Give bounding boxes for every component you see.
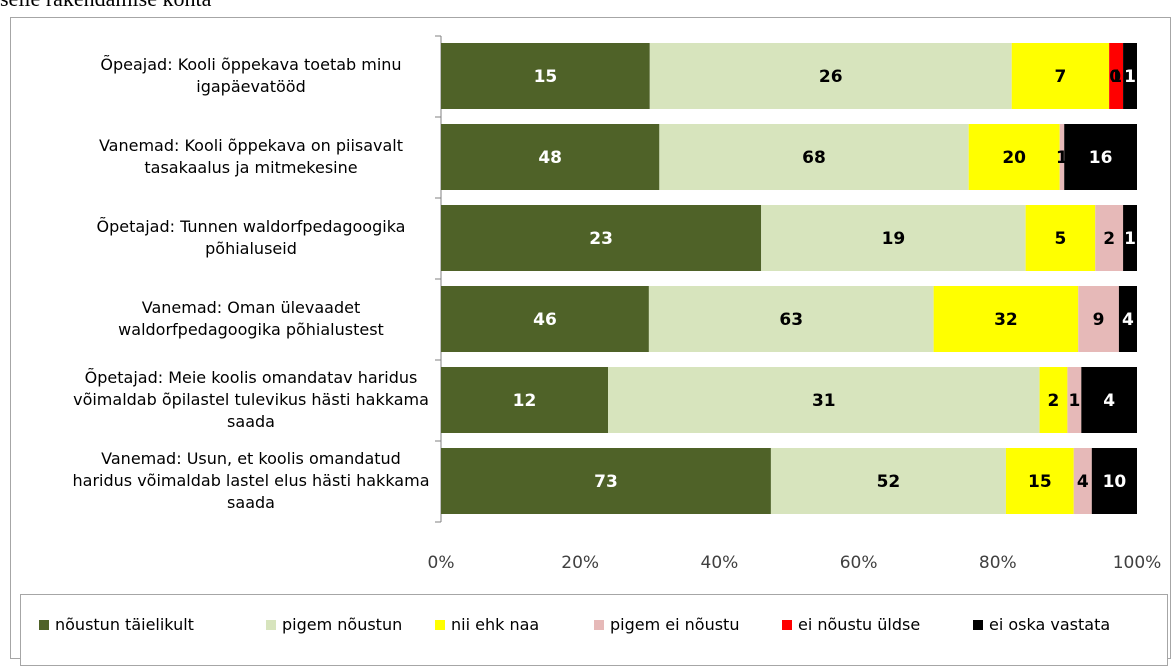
bar-segment xyxy=(441,124,660,190)
data-label: 1 xyxy=(1056,148,1068,168)
data-label: 23 xyxy=(589,229,613,249)
data-label: 52 xyxy=(877,472,901,492)
legend-swatch xyxy=(435,619,445,630)
bar-segment xyxy=(1067,367,1082,433)
chart-title-fragment: selle rakendamise kohta xyxy=(0,0,211,12)
legend-label: pigem ei nõustu xyxy=(610,615,740,634)
bar-segment xyxy=(1109,43,1124,109)
bar-segment xyxy=(608,367,1040,433)
x-tick-label: 0% xyxy=(428,553,455,573)
bar-segment xyxy=(1025,205,1096,271)
bar-segment xyxy=(1078,286,1119,352)
legend: nõustun täielikult pigem nõustun nii ehk n… xyxy=(20,594,1168,666)
legend-label: ei nõustu üldse xyxy=(798,615,921,634)
bar-segment xyxy=(1011,43,1110,109)
bar-segment xyxy=(968,124,1060,190)
data-label: 15 xyxy=(1028,472,1052,492)
data-label: 15 xyxy=(534,67,558,87)
data-label: 68 xyxy=(802,148,826,168)
legend-item: pigem nõustun xyxy=(266,615,402,634)
data-label: 1 xyxy=(1068,391,1080,411)
bar-segment xyxy=(1081,367,1137,433)
bar-segment xyxy=(441,367,609,433)
x-tick-label: 80% xyxy=(979,553,1017,573)
bar-segment xyxy=(1123,205,1137,271)
data-label: 48 xyxy=(538,148,562,168)
data-label: 20 xyxy=(1002,148,1026,168)
data-label: 1 xyxy=(1124,229,1136,249)
data-label: 4 xyxy=(1103,391,1115,411)
legend-label: pigem nõustun xyxy=(282,615,403,634)
bar-segment xyxy=(1123,43,1137,109)
bar-segment xyxy=(1005,448,1074,514)
data-label: 1 xyxy=(1110,67,1122,87)
bar-segment xyxy=(1091,448,1137,514)
legend-label: ei oska vastata xyxy=(989,615,1111,634)
x-tick-label: 20% xyxy=(561,553,599,573)
category-label: Vanemad: Kooli õppekava on piisavalt tas… xyxy=(98,136,404,177)
legend-swatch xyxy=(973,619,983,630)
legend-item: nõustun täielikult xyxy=(39,615,194,634)
legend-item: ei nõustu üldse xyxy=(782,615,920,634)
bar-segment xyxy=(441,448,771,514)
legend-swatch xyxy=(39,619,49,630)
bar-segment xyxy=(648,286,934,352)
data-label: 4 xyxy=(1077,472,1089,492)
category-label: Vanemad: Usun, et koolis omandatud harid… xyxy=(72,449,430,512)
data-label: 7 xyxy=(1055,67,1067,87)
bar-segment xyxy=(441,286,649,352)
bar-segment xyxy=(1059,124,1065,190)
data-label: 4 xyxy=(1122,310,1134,330)
legend-item: nii ehk naa xyxy=(435,615,539,634)
data-label: 73 xyxy=(594,472,618,492)
bar-segment xyxy=(659,124,969,190)
chart-area: 0% 20% 40% 60% 80% 100% 15 26 7 1 1 0 48 68 20 1 16 23 19 5… xyxy=(10,17,1171,659)
category-label: Vanemad: Oman ülevaadet waldorfpedagoogi… xyxy=(118,298,384,339)
bar-segment xyxy=(649,43,1012,109)
data-label: 1 xyxy=(1124,67,1136,87)
category-label: Õpetajad: Meie koolis omandatav haridus … xyxy=(73,368,429,431)
category-label: Õpeajad: Kooli õppekava toetab minu igap… xyxy=(100,55,402,96)
data-label: 32 xyxy=(994,310,1018,330)
bar-segment xyxy=(761,205,1026,271)
data-label: 31 xyxy=(812,391,836,411)
bar-segment xyxy=(1073,448,1092,514)
x-tick-label: 40% xyxy=(701,553,739,573)
bar-segment xyxy=(1095,205,1124,271)
data-label: 0 xyxy=(1109,67,1121,87)
data-label: 2 xyxy=(1103,229,1115,249)
data-label: 10 xyxy=(1103,472,1127,492)
data-label: 5 xyxy=(1055,229,1067,249)
bar-segment xyxy=(441,205,762,271)
legend-swatch xyxy=(782,619,792,630)
category-label: Õpetajad: Tunnen waldorfpedagoogika põhi… xyxy=(96,217,406,258)
legend-swatch xyxy=(594,619,604,630)
legend-swatch xyxy=(266,619,276,630)
legend-item: pigem ei nõustu xyxy=(594,615,739,634)
bar-segment xyxy=(770,448,1006,514)
legend-label: nii ehk naa xyxy=(451,615,540,634)
bar-segment xyxy=(1039,367,1068,433)
data-label: 63 xyxy=(779,310,803,330)
data-label: 2 xyxy=(1048,391,1060,411)
bar-segment xyxy=(1118,286,1137,352)
x-tick-label: 100% xyxy=(1113,553,1162,573)
data-label: 12 xyxy=(513,391,537,411)
data-label: 16 xyxy=(1089,148,1113,168)
data-label: 46 xyxy=(533,310,557,330)
data-label: 19 xyxy=(882,229,906,249)
data-label: 26 xyxy=(819,67,843,87)
bar-segment xyxy=(1064,124,1137,190)
x-tick-label: 60% xyxy=(840,553,878,573)
bar-segment xyxy=(441,43,650,109)
data-label: 9 xyxy=(1093,310,1105,330)
bar-segment xyxy=(933,286,1079,352)
legend-item: ei oska vastata xyxy=(973,615,1110,634)
legend-label: nõustun täielikult xyxy=(55,615,194,634)
